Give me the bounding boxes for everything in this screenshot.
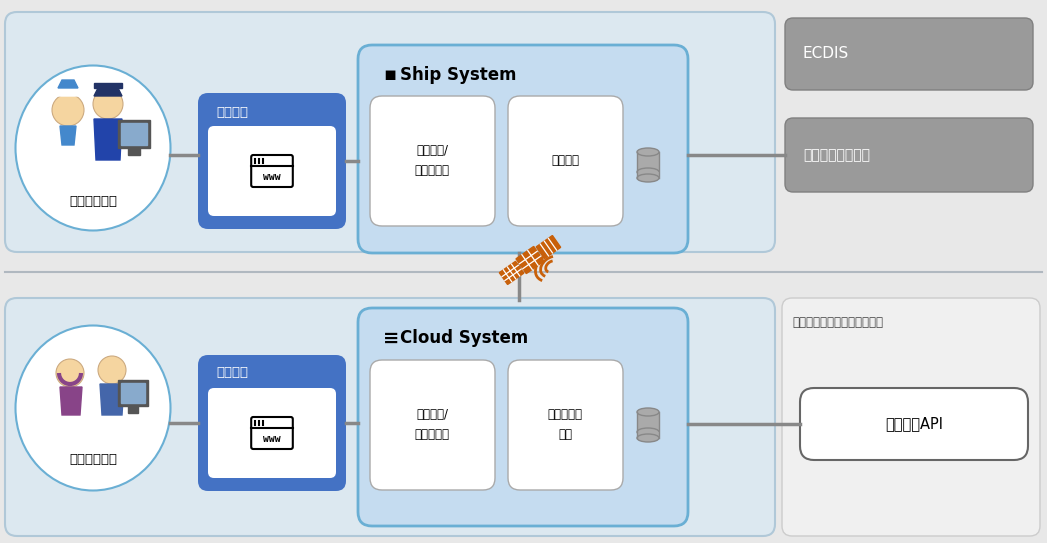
Polygon shape (128, 406, 138, 413)
Text: 船側ユーザー: 船側ユーザー (69, 195, 117, 208)
Polygon shape (52, 88, 84, 96)
Circle shape (93, 89, 122, 119)
Text: 気象配信API: 気象配信API (885, 416, 943, 432)
FancyBboxPatch shape (508, 96, 623, 226)
FancyBboxPatch shape (198, 355, 346, 491)
FancyBboxPatch shape (370, 96, 495, 226)
Polygon shape (94, 88, 122, 96)
FancyBboxPatch shape (370, 360, 495, 490)
Bar (637, 412, 659, 432)
Circle shape (98, 356, 126, 384)
Polygon shape (118, 120, 150, 148)
Text: www: www (263, 434, 281, 444)
Bar (637, 172, 659, 178)
Text: インターネット上のサービス: インターネット上のサービス (792, 316, 883, 329)
Bar (637, 432, 659, 438)
Text: 機器通信: 機器通信 (551, 155, 579, 167)
Ellipse shape (16, 325, 171, 490)
FancyBboxPatch shape (5, 12, 775, 252)
Bar (637, 152, 659, 172)
Text: ≡: ≡ (383, 329, 399, 348)
Text: Ship System: Ship System (400, 66, 516, 84)
Text: ▪: ▪ (383, 66, 396, 85)
Text: Cloud System: Cloud System (400, 329, 529, 347)
FancyBboxPatch shape (785, 118, 1033, 192)
Polygon shape (94, 119, 122, 160)
Polygon shape (60, 126, 76, 145)
Polygon shape (94, 83, 122, 88)
Polygon shape (121, 123, 147, 145)
Polygon shape (128, 148, 140, 155)
Polygon shape (536, 236, 561, 258)
Polygon shape (60, 387, 82, 415)
Text: 航路探索/
マップ表示: 航路探索/ マップ表示 (415, 144, 449, 178)
Text: ブラウザ: ブラウザ (216, 105, 248, 118)
Ellipse shape (637, 428, 659, 436)
Polygon shape (101, 384, 124, 415)
FancyBboxPatch shape (251, 155, 293, 187)
Ellipse shape (637, 174, 659, 182)
Text: 航路探索/
マップ表示: 航路探索/ マップ表示 (415, 408, 449, 441)
Ellipse shape (637, 434, 659, 442)
Polygon shape (121, 383, 144, 403)
FancyBboxPatch shape (5, 298, 775, 536)
FancyBboxPatch shape (508, 360, 623, 490)
FancyBboxPatch shape (198, 93, 346, 229)
Ellipse shape (637, 168, 659, 176)
FancyBboxPatch shape (208, 126, 336, 216)
FancyBboxPatch shape (358, 45, 688, 253)
Polygon shape (118, 380, 148, 406)
FancyBboxPatch shape (782, 298, 1040, 536)
Polygon shape (499, 261, 524, 285)
Circle shape (52, 94, 84, 126)
Text: ECDIS: ECDIS (803, 47, 849, 61)
Ellipse shape (16, 66, 171, 230)
FancyBboxPatch shape (358, 308, 688, 526)
Text: www: www (263, 172, 281, 182)
FancyBboxPatch shape (800, 388, 1028, 460)
Text: 陸側ユーザー: 陸側ユーザー (69, 453, 117, 466)
Text: ブラウザ: ブラウザ (216, 367, 248, 380)
Ellipse shape (637, 148, 659, 156)
Text: 気象データ
収集: 気象データ 収集 (548, 408, 582, 441)
FancyBboxPatch shape (785, 18, 1033, 90)
Polygon shape (58, 80, 77, 88)
Polygon shape (55, 126, 81, 160)
FancyBboxPatch shape (208, 388, 336, 478)
Circle shape (55, 359, 84, 387)
Ellipse shape (637, 408, 659, 416)
Text: エンジン等の機器: エンジン等の機器 (803, 148, 870, 162)
Polygon shape (516, 247, 544, 274)
FancyBboxPatch shape (251, 417, 293, 449)
